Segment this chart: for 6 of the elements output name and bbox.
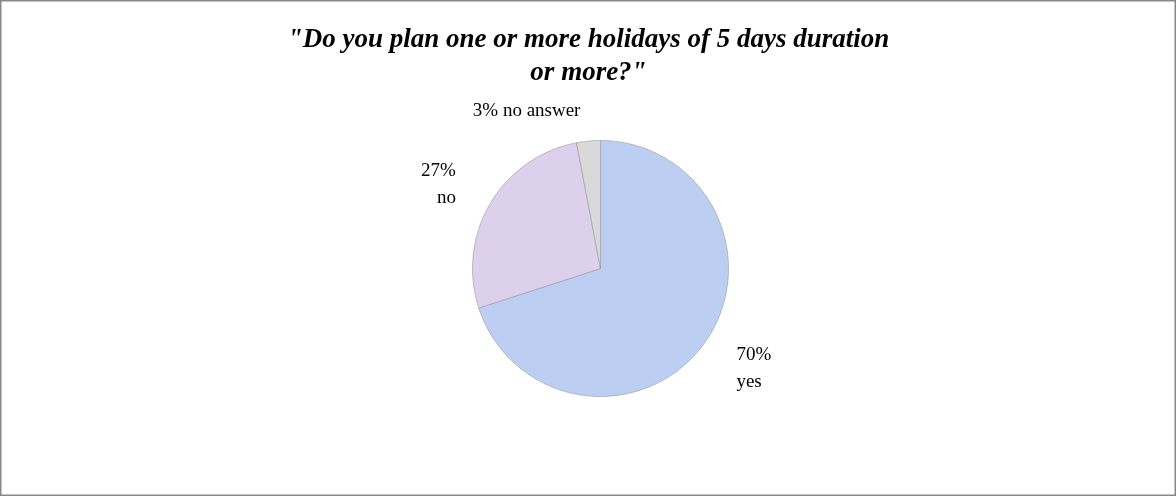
chart-title: "Do you plan one or more holidays of 5 days duration or more?" (287, 22, 890, 86)
data-label: 70% (736, 343, 772, 365)
slice-label: 3% no answer (472, 98, 582, 120)
data-label: 27% (421, 158, 457, 180)
slice-label: yes (736, 370, 762, 392)
slice-label: no (436, 186, 456, 208)
